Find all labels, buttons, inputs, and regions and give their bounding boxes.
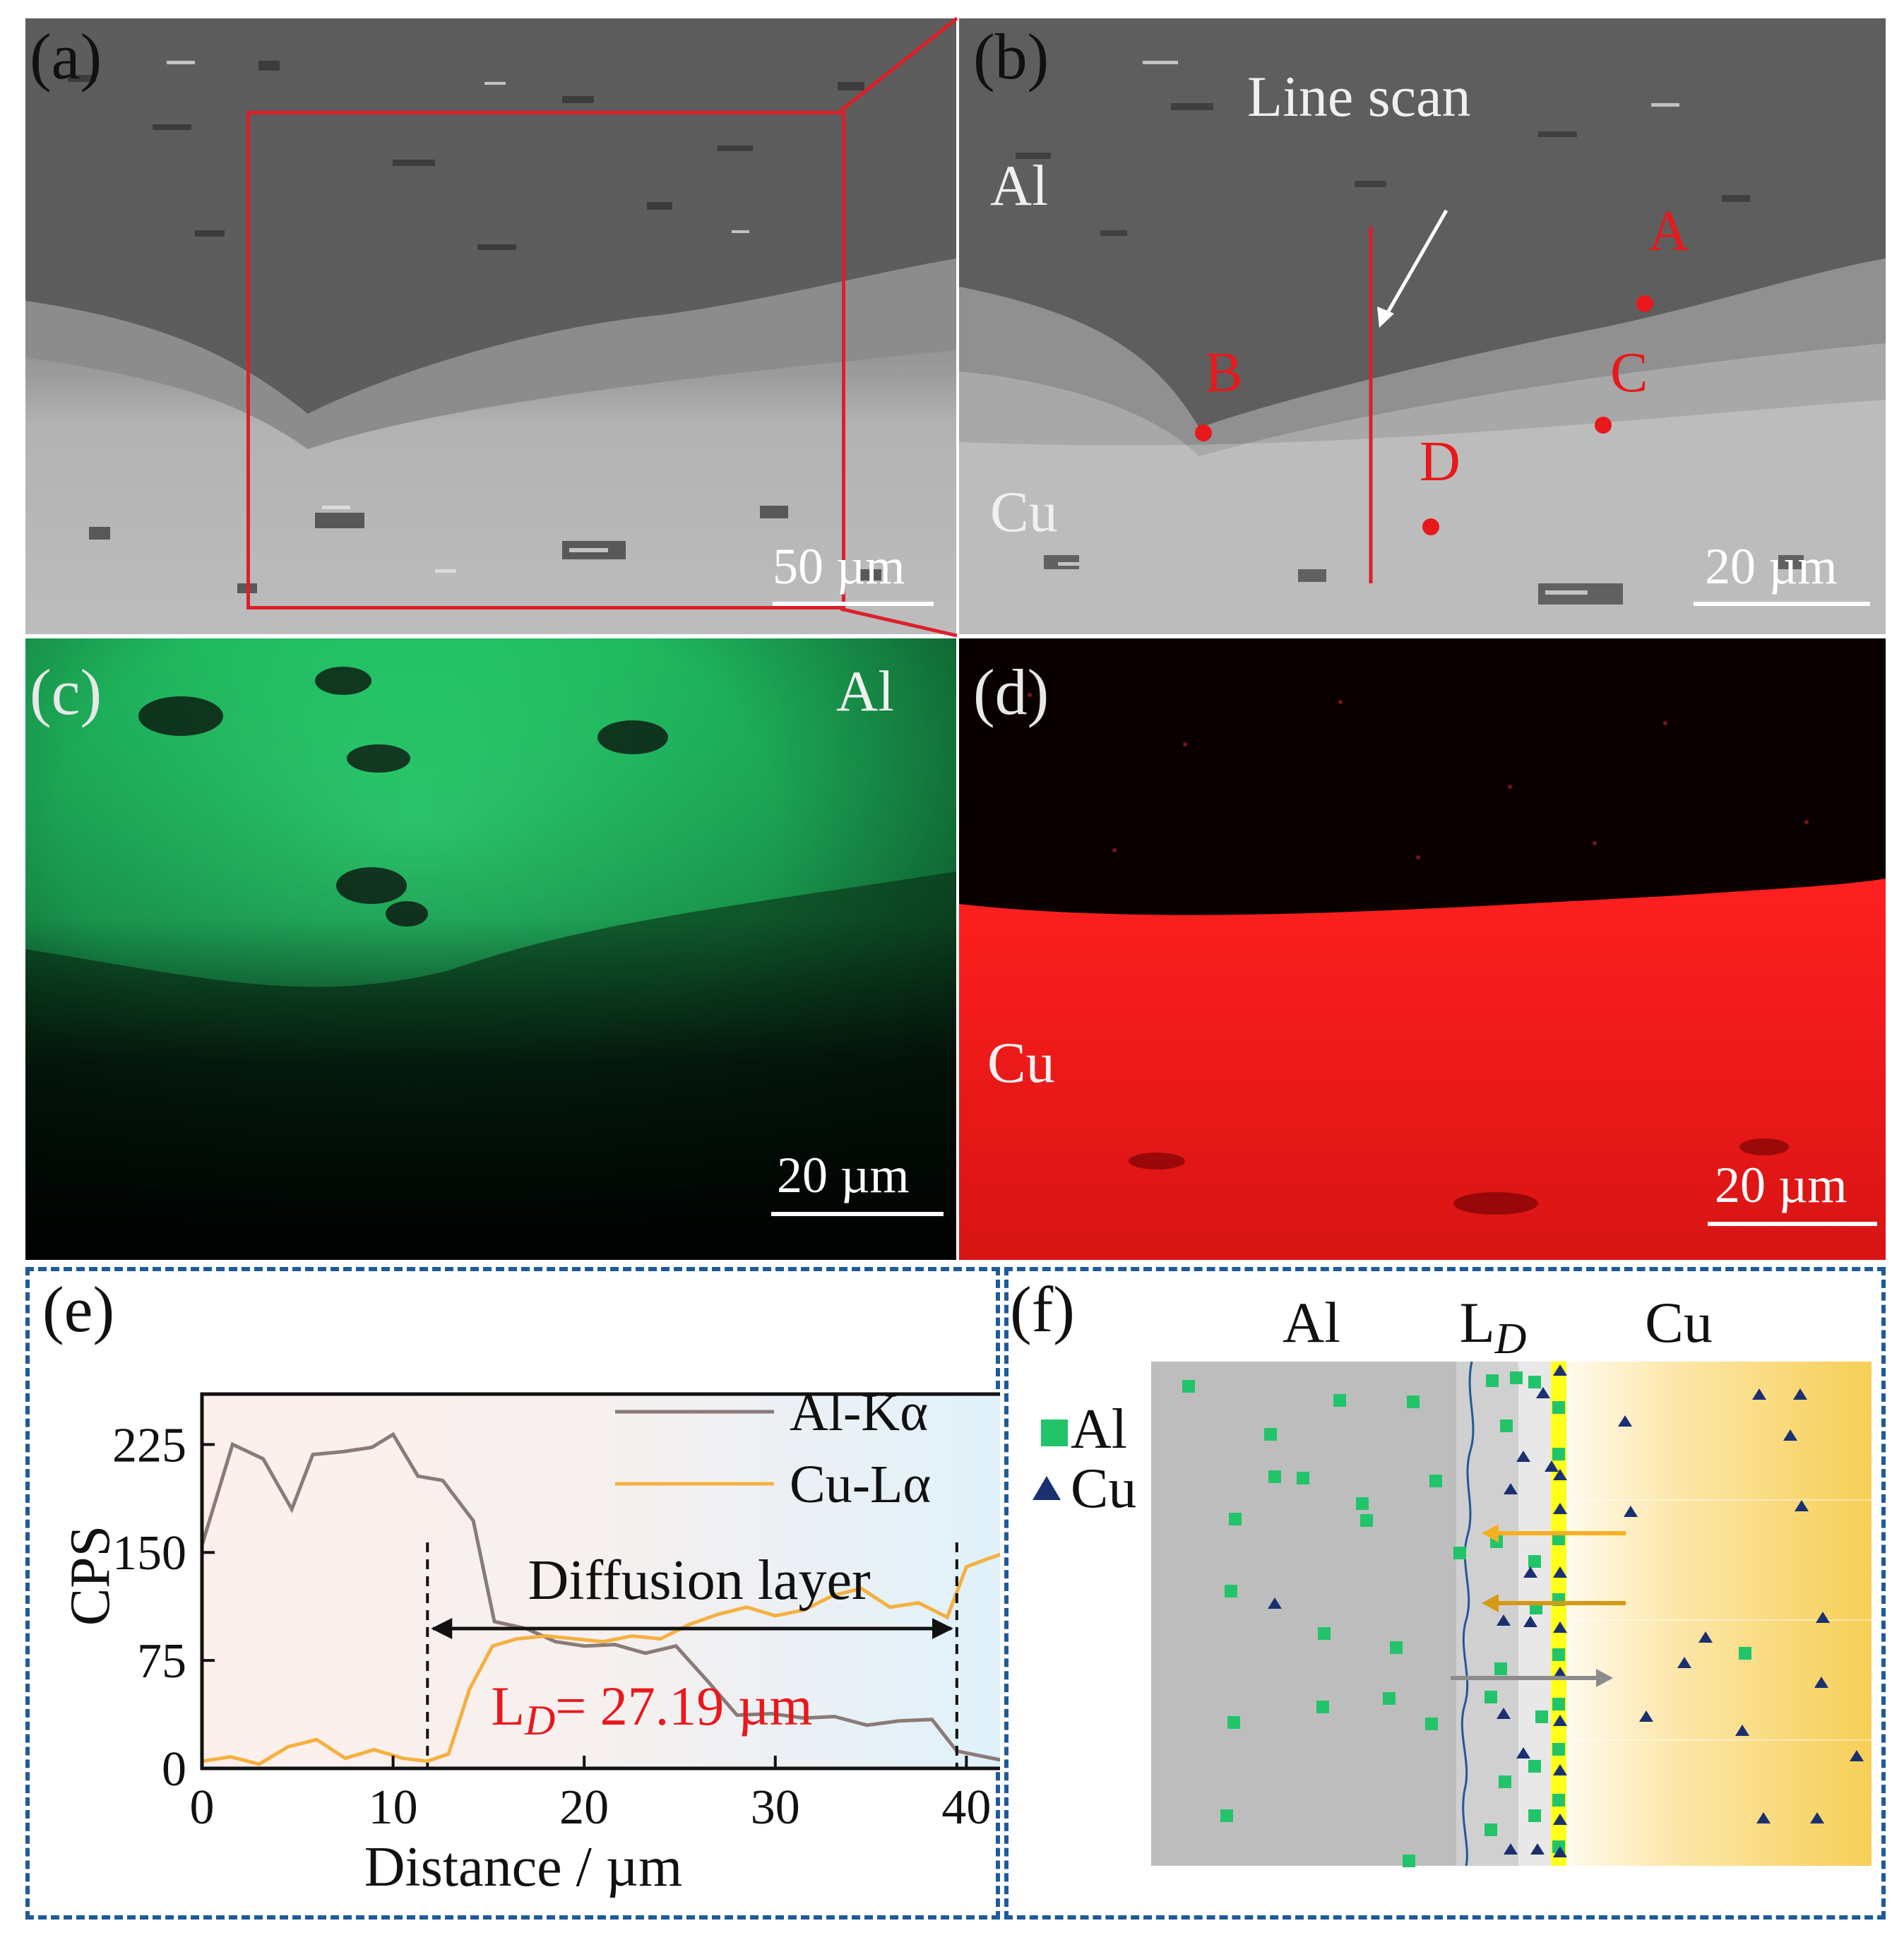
cu-element-label: Cu: [987, 1030, 1055, 1095]
zoom-region-box: [246, 111, 845, 609]
schematic-cu-label: Cu: [1645, 1290, 1713, 1355]
legend-entry: Al-Kα: [790, 1383, 928, 1442]
legend-cu-label: Cu: [1071, 1458, 1136, 1520]
sem-overview-image: [25, 18, 956, 634]
point-a-marker: [1636, 295, 1653, 312]
scale-label-b: 20 µm: [1705, 538, 1838, 595]
cu-eds-map: [959, 638, 1886, 1260]
panel-a: (a) 50 µm: [25, 18, 956, 634]
interface-band: [1551, 1362, 1566, 1866]
diffusion-schematic: Al LD Cu Al Cu: [1033, 1290, 1872, 1867]
x-axis-label: Distance / µm: [364, 1836, 682, 1898]
series-al-line: [200, 1432, 1000, 1762]
panel-f-frame: [1004, 1267, 1886, 1920]
cu-block: [1566, 1362, 1872, 1866]
point-a-label: A: [1648, 201, 1689, 263]
scale-label-d: 20 µm: [1715, 1157, 1848, 1213]
diffusion-layer-label: Diffusion layer: [528, 1549, 871, 1612]
x-tick-label: 10: [369, 1780, 418, 1835]
scale-bar-d: [1708, 1222, 1877, 1226]
ld-subscript: D: [524, 1697, 555, 1744]
scale-label-c: 20 µm: [777, 1147, 910, 1203]
point-d-label: D: [1420, 431, 1460, 493]
x-tick-label: 40: [941, 1780, 991, 1835]
ld-value: = 27.19 µm: [555, 1675, 812, 1737]
al-block: [1151, 1362, 1458, 1866]
schematic-al-label: Al: [1283, 1290, 1340, 1355]
al-atoms: [1182, 1371, 1751, 1867]
region-al-label: Al: [990, 153, 1048, 218]
panel-a-label: (a): [30, 20, 102, 93]
schematic-ld-label: LD: [1460, 1290, 1527, 1363]
ld-value-label: LD= 27.19 µm: [491, 1675, 812, 1744]
panel-c: (c) Al 20 µm: [25, 638, 956, 1260]
x-tick-label: 20: [559, 1780, 609, 1835]
y-axis-label: CPS: [59, 1525, 121, 1626]
point-b-marker: [1195, 424, 1212, 441]
region-cu-label: Cu: [990, 480, 1058, 544]
y-tick-label: 0: [162, 1742, 186, 1797]
panel-d-label: (d): [973, 656, 1049, 728]
point-c-marker: [1595, 417, 1612, 434]
panel-d: (d) Cu 20 µm: [959, 638, 1886, 1260]
schematic-ld-symbol: L: [1460, 1290, 1495, 1355]
legend-al-label: Al: [1071, 1398, 1127, 1460]
panel-c-label: (c): [30, 656, 102, 728]
series-cu-line: [201, 1552, 1000, 1766]
point-b-label: B: [1205, 342, 1243, 404]
al-element-label: Al: [836, 659, 894, 723]
ld-symbol: L: [491, 1675, 525, 1737]
panel-f-label: (f): [1010, 1273, 1075, 1345]
panel-b: (b) Line scan Al Cu A B C D 20 µm: [959, 18, 1886, 634]
x-tick-label: 30: [751, 1780, 800, 1835]
scale-bar-c: [771, 1212, 944, 1216]
panel-e-label: (e): [42, 1273, 115, 1345]
point-c-label: C: [1610, 342, 1648, 404]
schematic-ld-sub: D: [1494, 1315, 1527, 1363]
zoom-connector: [840, 17, 958, 638]
sem-detail-image: [959, 18, 1886, 634]
scale-bar-b: [1694, 602, 1870, 606]
al-eds-map: [25, 638, 956, 1260]
line-scan-chart: 0 10 20 30 40 0 75 150 225 Distance / µm CPS Al-…: [59, 1383, 1000, 1898]
line-scan-title: Line scan: [1247, 64, 1471, 129]
scale-bar-a: [773, 602, 934, 606]
point-d-marker: [1422, 518, 1439, 535]
x-tick-label: 0: [190, 1780, 215, 1835]
legend-entry: Cu-Lα: [790, 1455, 931, 1514]
y-tick-label: 75: [137, 1634, 186, 1689]
cu-atoms: [1268, 1364, 1864, 1857]
y-tick-label: 150: [112, 1526, 186, 1581]
panel-b-label: (b): [973, 20, 1049, 93]
scale-label-a: 50 µm: [773, 538, 905, 595]
y-tick-label: 225: [112, 1418, 186, 1472]
